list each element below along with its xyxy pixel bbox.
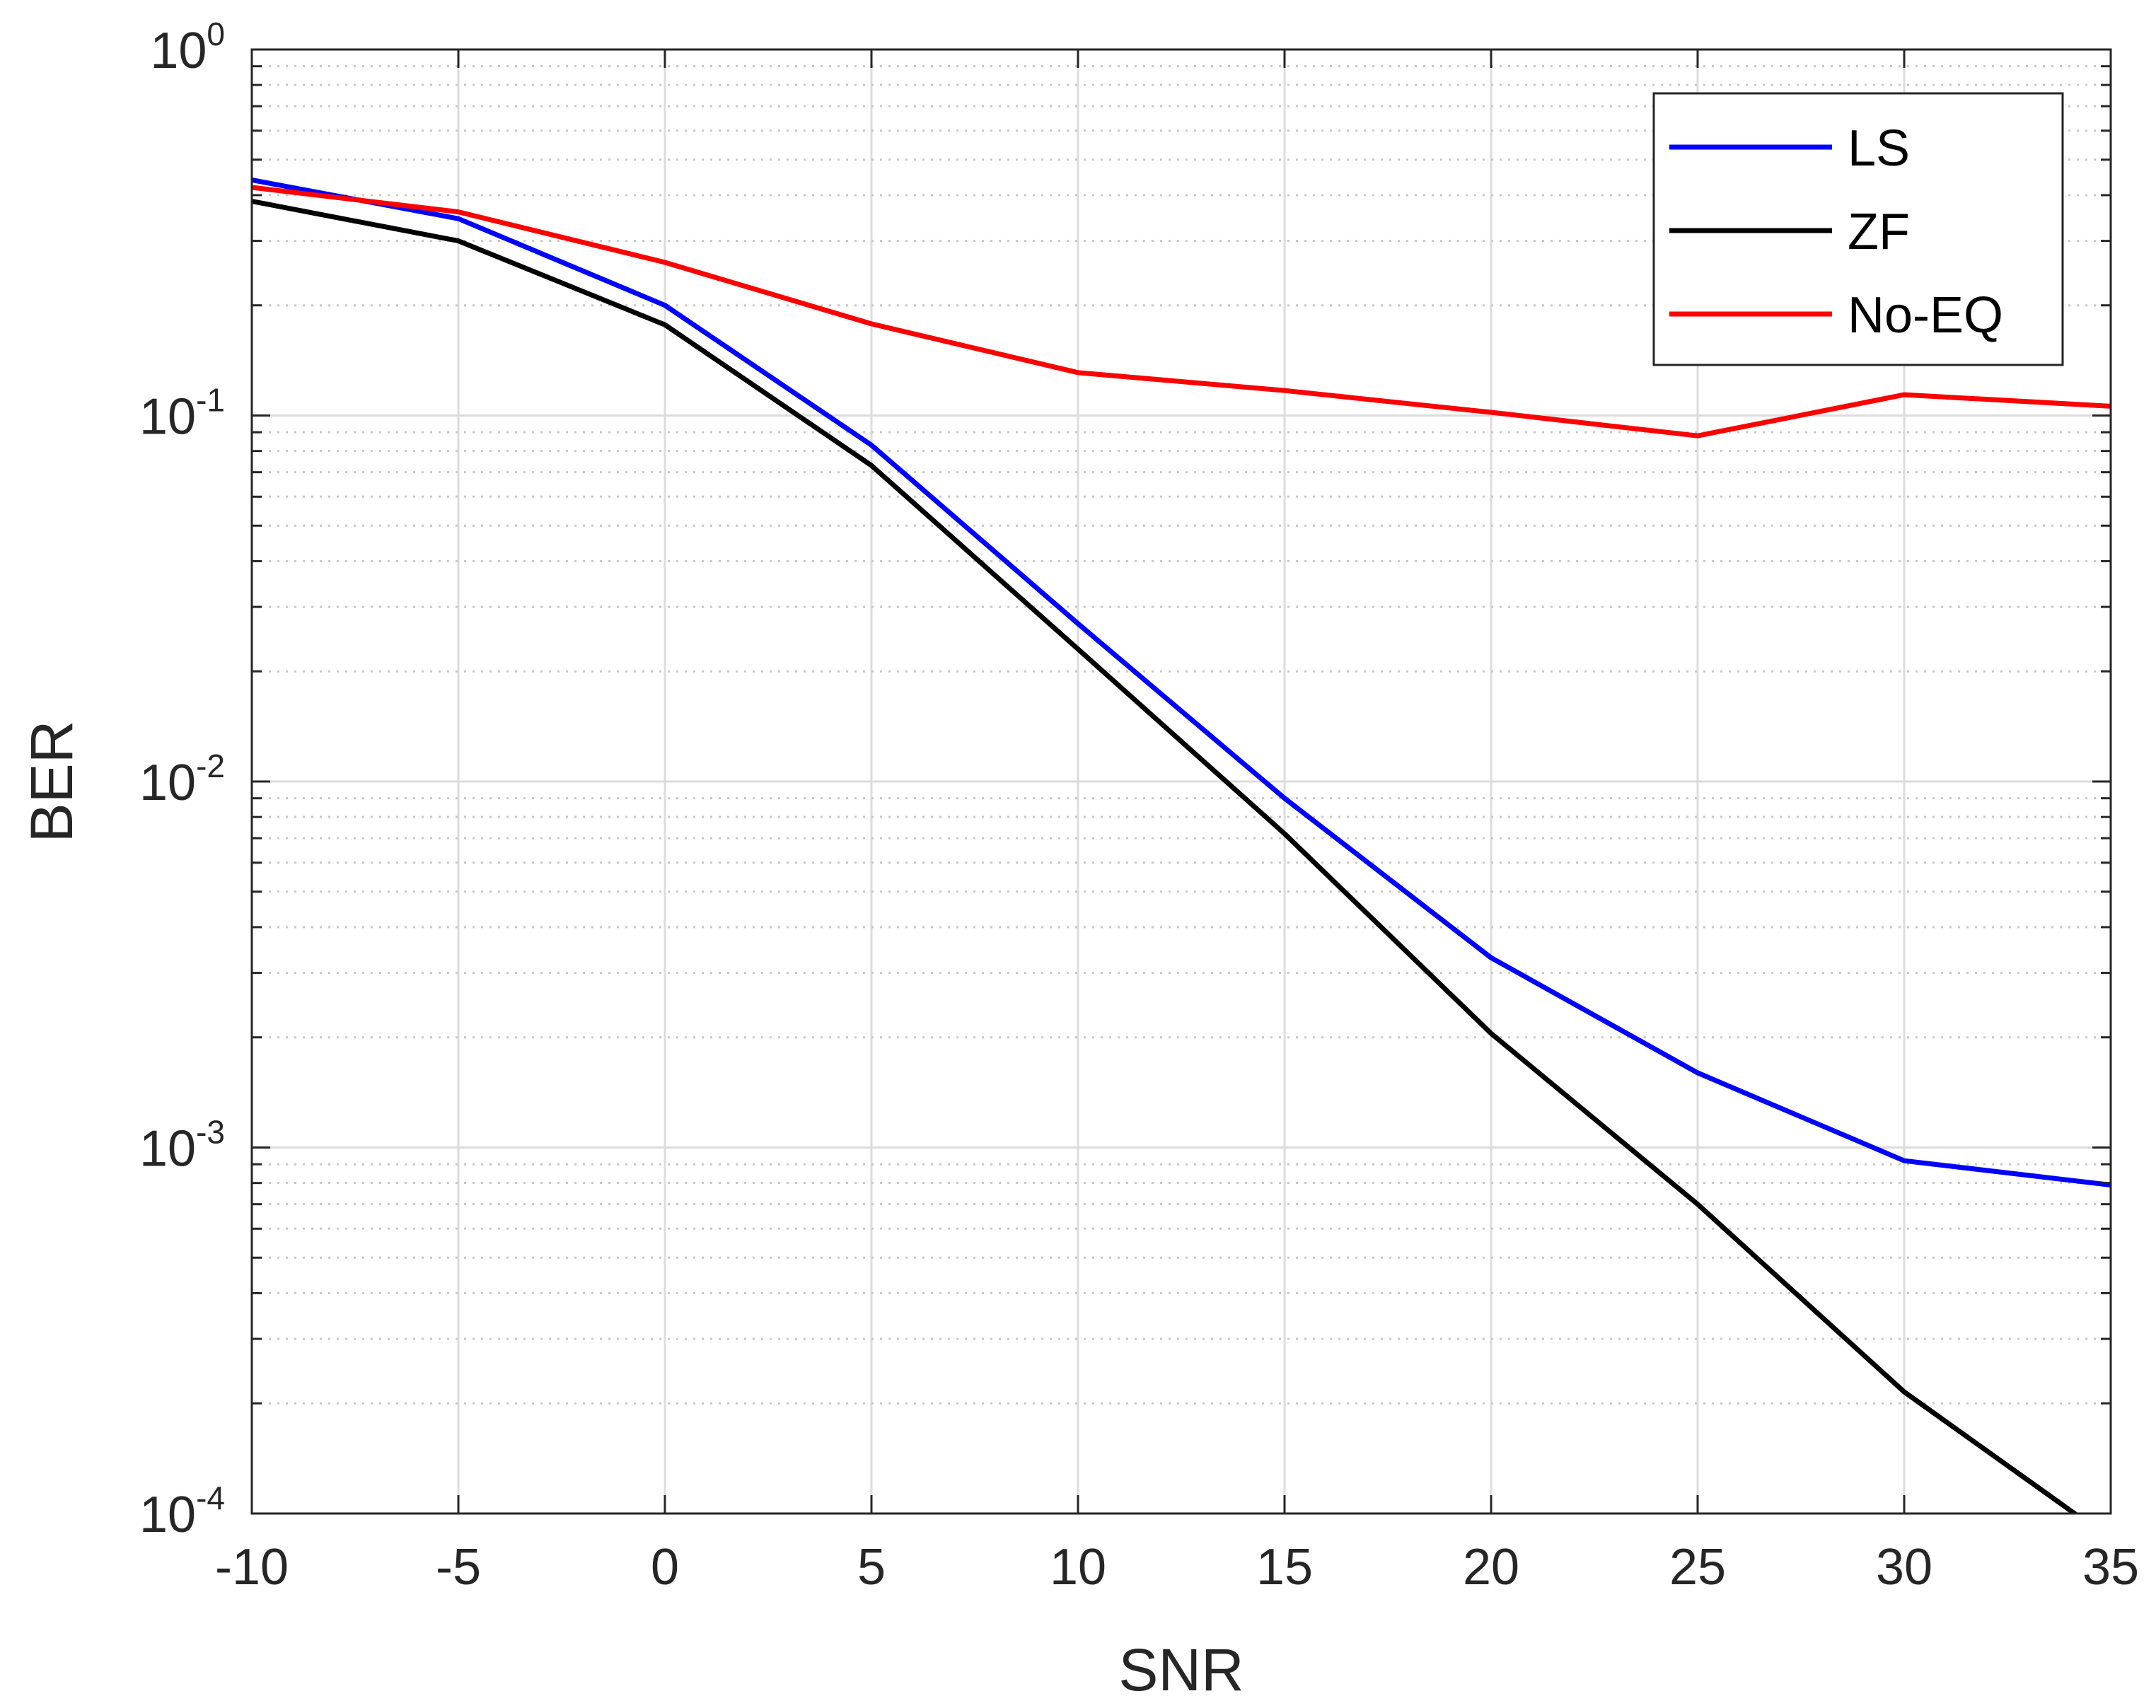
x-tick-label: 30 [1876,1539,1932,1596]
x-tick-label: 15 [1256,1539,1313,1596]
legend-label-no-eq: No-EQ [1848,287,2003,344]
x-tick-label: 5 [857,1539,886,1596]
legend: LS ZF No-EQ [1652,92,2064,366]
series-line-no-eq [252,185,2111,438]
x-tick-label: 10 [1050,1539,1106,1596]
axis-ticks [250,48,2112,1515]
x-tick-label: -10 [215,1539,289,1596]
y-tick-label: 10-4 [139,1480,225,1543]
legend-label-ls: LS [1848,120,1910,177]
x-tick-label: 25 [1669,1539,1726,1596]
major-grid [252,50,2111,1514]
x-tick-labels: -10 -5 0 5 10 15 20 25 30 35 [215,1539,2139,1596]
x-tick-label: 35 [2082,1539,2139,1596]
y-axis-title: BER [18,721,85,843]
series-line-zf [252,199,2079,1514]
x-tick-label: -5 [436,1539,481,1596]
x-tick-label: 0 [651,1539,679,1596]
series-layer [252,178,2111,1514]
x-tick-label: 20 [1463,1539,1519,1596]
y-tick-label: 10-2 [139,748,225,811]
x-axis-title: SNR [1118,1637,1244,1703]
y-tick-label: 10-3 [139,1114,225,1178]
y-tick-label: 10-1 [139,382,225,446]
y-tick-labels: 10-4 10-3 10-2 10-1 100 [139,16,225,1543]
legend-label-zf: ZF [1848,204,1910,260]
series-line-ls [252,178,2111,1187]
y-tick-label: 100 [150,16,225,79]
